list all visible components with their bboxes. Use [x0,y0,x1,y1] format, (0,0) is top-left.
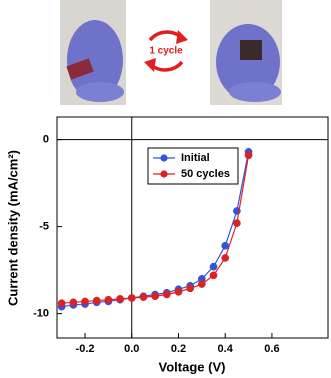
data-point [221,241,230,250]
data-point [57,299,66,308]
legend-marker [160,170,168,178]
data-point [221,254,230,262]
y-tick-label: -5 [39,221,49,233]
data-point [209,262,218,271]
data-point [139,293,148,301]
y-axis-label: Current density (mA/cm²) [5,150,20,306]
x-tick-label: 0.6 [264,343,279,355]
data-point [81,297,89,306]
data-point [92,296,101,305]
data-point [244,151,253,160]
photo-right [210,0,282,105]
data-point [104,295,113,304]
y-tick-label: -10 [33,308,49,320]
data-point [209,271,218,280]
photo-left [60,0,126,105]
plot-frame [56,116,329,339]
data-point [127,294,136,302]
data-point [186,284,195,293]
legend-box [147,147,239,185]
data-point [151,292,159,301]
annotation: 1 cycle [149,46,183,57]
x-axis-label: Voltage (V) [159,359,226,374]
data-point [116,294,124,303]
cycle-arrows [144,30,188,72]
x-tick-label: 0.2 [171,343,186,355]
x-tick-label: 0.0 [124,343,139,355]
data-point [174,288,183,296]
data-point [233,219,241,227]
y-tick-label: 0 [43,134,49,146]
data-point [69,298,78,307]
data-point [197,280,206,288]
data-point [162,290,171,299]
legend-marker [160,154,168,162]
x-tick-label: 0.4 [218,343,234,355]
x-tick-label: -0.2 [76,343,95,355]
legend-label: 50 cycles [181,168,230,180]
legend-label: Initial [181,152,210,164]
